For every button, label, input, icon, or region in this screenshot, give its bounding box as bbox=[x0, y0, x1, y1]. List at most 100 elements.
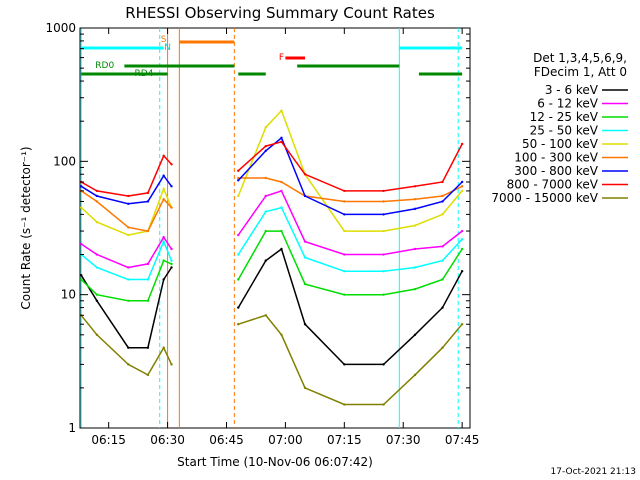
legend-label: 100 - 300 keV bbox=[514, 151, 598, 165]
data-point bbox=[414, 208, 416, 210]
data-point bbox=[414, 248, 416, 250]
series-line bbox=[238, 191, 462, 255]
data-point bbox=[237, 278, 239, 280]
data-point bbox=[265, 259, 267, 261]
y-tick-label: 1 bbox=[68, 421, 76, 435]
data-point bbox=[441, 259, 443, 261]
data-point bbox=[96, 190, 98, 192]
data-point bbox=[170, 206, 172, 208]
data-point bbox=[343, 403, 345, 405]
data-point bbox=[147, 374, 149, 376]
legend-header-1: Det 1,3,4,5,6,9, bbox=[533, 51, 627, 65]
data-point bbox=[461, 185, 463, 187]
data-point bbox=[441, 245, 443, 247]
data-point bbox=[461, 190, 463, 192]
y-tick-label: 10 bbox=[61, 288, 76, 302]
data-point bbox=[441, 213, 443, 215]
data-point bbox=[441, 195, 443, 197]
data-point bbox=[304, 173, 306, 175]
data-point bbox=[127, 347, 129, 349]
data-point bbox=[414, 198, 416, 200]
x-tick-label: 06:30 bbox=[150, 433, 185, 447]
data-point bbox=[265, 230, 267, 232]
data-point bbox=[414, 334, 416, 336]
data-point bbox=[170, 259, 172, 261]
legend-label: 7000 - 15000 keV bbox=[491, 191, 598, 205]
data-point bbox=[147, 263, 149, 265]
data-point bbox=[96, 221, 98, 223]
legend-label: 800 - 7000 keV bbox=[507, 178, 599, 192]
data-point bbox=[127, 234, 129, 236]
data-point bbox=[461, 248, 463, 250]
data-point bbox=[80, 278, 82, 280]
legend-label: 12 - 25 keV bbox=[530, 110, 599, 124]
data-point bbox=[96, 300, 98, 302]
data-point bbox=[265, 150, 267, 152]
data-point bbox=[162, 259, 164, 261]
data-point bbox=[96, 253, 98, 255]
data-point bbox=[382, 403, 384, 405]
data-point bbox=[304, 283, 306, 285]
legend-label: 6 - 12 keV bbox=[537, 97, 599, 111]
data-point bbox=[237, 195, 239, 197]
data-point bbox=[280, 334, 282, 336]
data-point bbox=[304, 323, 306, 325]
flag-label: N bbox=[164, 43, 171, 53]
data-point bbox=[162, 155, 164, 157]
data-point bbox=[265, 195, 267, 197]
data-point bbox=[237, 323, 239, 325]
series-line bbox=[81, 237, 171, 267]
data-point bbox=[414, 185, 416, 187]
series-line bbox=[238, 208, 462, 272]
data-point bbox=[80, 206, 82, 208]
timestamp-footer: 17-Oct-2021 21:13 bbox=[551, 467, 636, 477]
data-point bbox=[343, 293, 345, 295]
series-line bbox=[238, 178, 462, 202]
data-point bbox=[147, 278, 149, 280]
data-point bbox=[80, 274, 82, 276]
legend-label: 50 - 100 keV bbox=[522, 137, 599, 151]
data-point bbox=[96, 200, 98, 202]
y-tick-label: 100 bbox=[53, 154, 76, 168]
data-point bbox=[382, 200, 384, 202]
data-point bbox=[343, 213, 345, 215]
data-point bbox=[461, 270, 463, 272]
data-point bbox=[147, 300, 149, 302]
data-point bbox=[280, 109, 282, 111]
data-point bbox=[96, 334, 98, 336]
data-point bbox=[461, 143, 463, 145]
legend: Det 1,3,4,5,6,9, FDecim 1, Att 0 3 - 6 k… bbox=[491, 51, 628, 205]
x-tick-label: 07:15 bbox=[327, 433, 362, 447]
data-point bbox=[382, 293, 384, 295]
data-point bbox=[414, 266, 416, 268]
rhessi-count-rate-chart: RHESSI Observing Summary Count Rates SNF… bbox=[0, 0, 640, 480]
data-point bbox=[441, 200, 443, 202]
chart-title: RHESSI Observing Summary Count Rates bbox=[125, 4, 435, 22]
data-point bbox=[280, 248, 282, 250]
data-point bbox=[461, 238, 463, 240]
series-line bbox=[238, 142, 462, 191]
data-point bbox=[280, 206, 282, 208]
data-point bbox=[343, 253, 345, 255]
data-point bbox=[461, 230, 463, 232]
y-axis: 1 10 100 1000 bbox=[45, 21, 470, 435]
data-point bbox=[414, 374, 416, 376]
series-line bbox=[238, 249, 462, 364]
data-point bbox=[265, 210, 267, 212]
data-point bbox=[96, 293, 98, 295]
data-point bbox=[414, 224, 416, 226]
data-point bbox=[280, 230, 282, 232]
flag-label: RD0 bbox=[95, 61, 114, 71]
series-line bbox=[81, 156, 171, 196]
data-point bbox=[441, 181, 443, 183]
data-point bbox=[162, 278, 164, 280]
data-point bbox=[237, 234, 239, 236]
data-point bbox=[343, 363, 345, 365]
plot-frame bbox=[80, 28, 470, 428]
data-point bbox=[237, 179, 239, 181]
data-point bbox=[147, 230, 149, 232]
series-line bbox=[238, 111, 462, 232]
data-point bbox=[162, 240, 164, 242]
data-point bbox=[265, 126, 267, 128]
data-point bbox=[127, 195, 129, 197]
